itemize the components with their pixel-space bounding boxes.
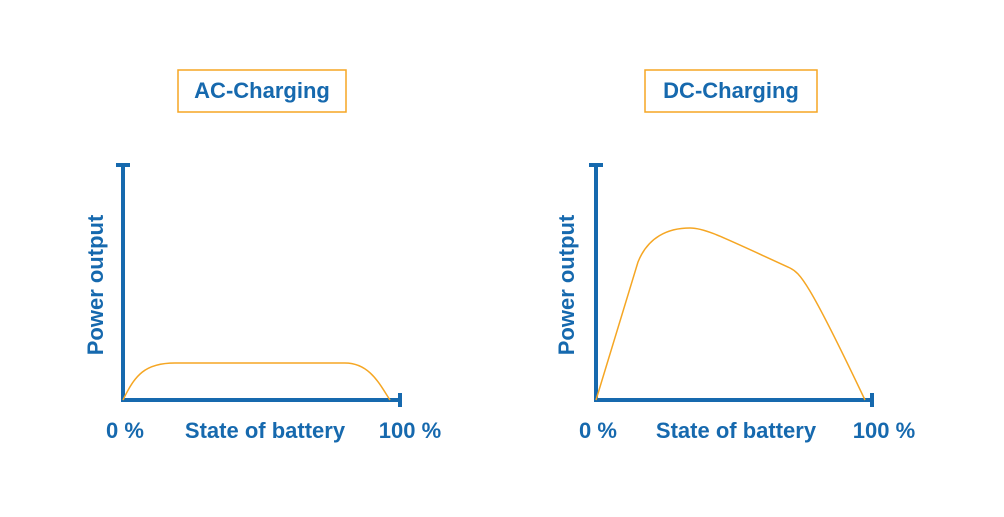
y-axis-label: Power output (554, 214, 579, 355)
panel-title: DC-Charging (663, 78, 799, 103)
x-end-label: 100 % (379, 418, 441, 443)
x-axis-label: State of battery (185, 418, 346, 443)
y-axis-label: Power output (83, 214, 108, 355)
title-box (644, 69, 818, 113)
ac-panel: AC-Charging Power output 0 % State of ba… (83, 69, 441, 443)
panel-title: AC-Charging (194, 78, 330, 103)
axes (116, 163, 402, 407)
x-start-label: 0 % (579, 418, 617, 443)
power-curve (122, 362, 391, 401)
title-box (177, 69, 347, 113)
dc-panel: DC-Charging Power output 0 % State of ba… (554, 69, 915, 443)
x-axis-label: State of battery (656, 418, 817, 443)
x-start-label: 0 % (106, 418, 144, 443)
x-end-label: 100 % (853, 418, 915, 443)
power-curve (595, 227, 866, 401)
